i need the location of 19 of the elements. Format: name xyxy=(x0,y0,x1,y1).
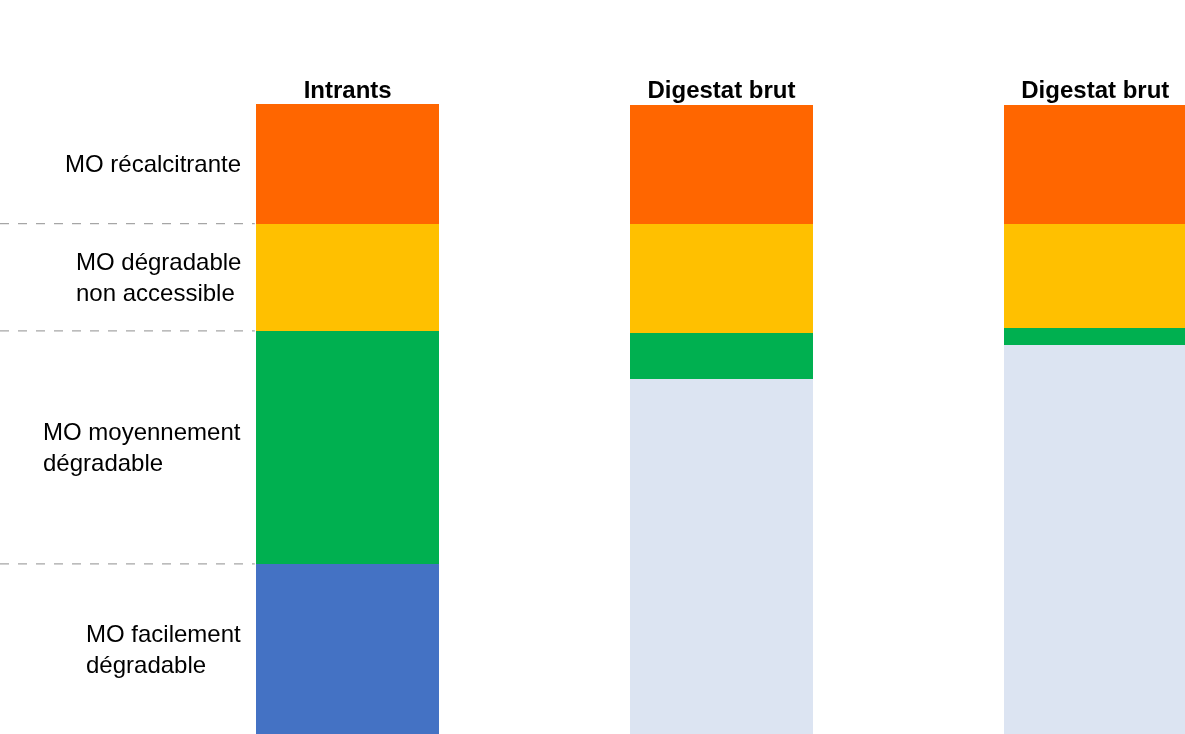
series-label: MO facilement dégradable xyxy=(86,620,242,679)
x-tick-label: Digestat brut xyxy=(1021,76,1170,104)
series-label: MO moyennement dégradable xyxy=(43,418,241,477)
bar xyxy=(1004,105,1185,224)
bar xyxy=(1004,345,1185,734)
bar xyxy=(630,224,813,333)
bar xyxy=(1004,224,1185,328)
bar xyxy=(256,564,439,734)
series-label: MO récalcitrante xyxy=(65,150,242,177)
bar xyxy=(630,379,813,734)
bar xyxy=(256,224,439,331)
series-label: MO dégradable non accessible xyxy=(76,248,242,307)
bar xyxy=(256,331,439,564)
bar xyxy=(256,104,439,224)
x-tick-label: Digestat brut xyxy=(647,76,796,104)
bar xyxy=(630,105,813,224)
bar xyxy=(630,333,813,379)
x-tick-label: Intrants xyxy=(303,76,392,104)
bar xyxy=(1004,328,1185,345)
